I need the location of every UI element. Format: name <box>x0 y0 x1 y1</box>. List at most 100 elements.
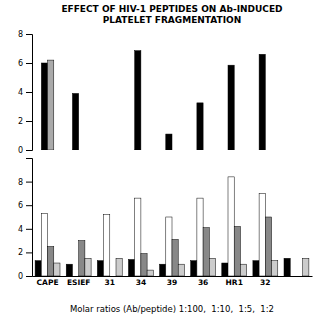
tick-label: 0 <box>18 146 23 155</box>
axis-line <box>26 35 33 151</box>
bar <box>296 276 302 277</box>
bar <box>110 150 116 151</box>
tick: 2 <box>18 248 32 257</box>
tick: 6 <box>18 59 32 68</box>
tick-label: ESIEF <box>67 278 91 287</box>
bar <box>41 63 47 150</box>
bar <box>116 258 122 276</box>
bar <box>48 60 54 150</box>
bar <box>203 228 209 276</box>
tick-mark <box>26 182 32 183</box>
tick: 34 <box>136 278 146 287</box>
tick-mark <box>26 34 32 35</box>
tick: 4 <box>18 88 32 97</box>
tick: ESIEF <box>67 278 91 287</box>
tick: HR1 <box>226 278 243 287</box>
tick-label: 36 <box>198 278 208 287</box>
bar <box>228 65 234 150</box>
tick-label: 31 <box>105 278 115 287</box>
series <box>41 51 265 150</box>
tick-label: 6 <box>18 59 23 68</box>
bar <box>259 54 265 150</box>
bar <box>234 150 240 151</box>
bar <box>191 261 197 276</box>
tick: 8 <box>18 30 32 39</box>
tick-mark <box>26 252 32 253</box>
bar <box>240 264 246 276</box>
bar <box>41 213 47 276</box>
tick-label: 6 <box>18 201 23 210</box>
series <box>54 258 309 276</box>
tick-mark <box>26 205 32 206</box>
bar <box>290 276 296 277</box>
bar <box>272 261 278 276</box>
tick-mark <box>26 92 32 93</box>
bar <box>197 103 203 150</box>
bar <box>197 198 203 276</box>
bar <box>290 150 296 151</box>
tick: 4 <box>18 225 32 234</box>
bar <box>72 93 78 150</box>
y-axis: 0 2 4 6 8 <box>18 159 33 282</box>
tick-mark <box>26 276 32 277</box>
bar <box>110 276 116 277</box>
bars <box>41 51 265 150</box>
bar <box>104 150 110 151</box>
bar <box>172 150 178 151</box>
bar <box>104 215 110 276</box>
panel: 0 2 4 6 8 <box>18 30 265 155</box>
tick: 32 <box>260 278 270 287</box>
bar <box>79 241 85 276</box>
tick-label: 34 <box>136 278 146 287</box>
bar <box>72 276 78 277</box>
tick-label: 8 <box>18 30 23 39</box>
tick-label: 39 <box>167 278 177 287</box>
bar <box>166 134 172 150</box>
tick: 2 <box>18 117 32 126</box>
series <box>48 60 54 150</box>
tick: 0 <box>18 146 32 155</box>
bar <box>141 254 147 276</box>
bar <box>209 258 215 276</box>
tick-label: 4 <box>18 225 23 234</box>
bar <box>128 259 134 276</box>
tick: CAPE <box>37 278 59 287</box>
bar <box>172 239 178 276</box>
x-axis: CAPE ESIEF 31 34 39 36 HR1 32 <box>33 277 313 288</box>
tick-mark <box>26 150 32 151</box>
tick: 36 <box>198 278 208 287</box>
tick-label: 0 <box>18 272 23 281</box>
panel: 0 2 4 6 8 CAPE ESIEF 31 34 39 36 HR1 32 <box>18 159 313 288</box>
series <box>48 217 272 276</box>
bar <box>284 258 290 276</box>
axis-line <box>33 276 313 277</box>
subtitle: PLATELET FRAGMENTATION <box>103 15 242 25</box>
x-label: Molar ratios (Ab/peptide) 1:100, 1:10, 1… <box>70 304 274 314</box>
tick-mark <box>26 229 32 230</box>
tick-label: 32 <box>260 278 270 287</box>
series <box>41 177 265 276</box>
bar <box>147 270 153 276</box>
bar <box>253 261 259 276</box>
axis-line <box>26 159 33 277</box>
bar <box>135 198 141 276</box>
tick-mark <box>26 63 32 64</box>
tick: 39 <box>167 278 177 287</box>
tick: 8 <box>18 178 32 187</box>
tick-label: 2 <box>18 248 23 257</box>
bar <box>265 150 271 151</box>
bar <box>228 177 234 276</box>
series <box>35 258 290 276</box>
bar <box>296 150 302 151</box>
bar <box>160 264 166 276</box>
y-axis: 0 2 4 6 8 <box>18 30 33 155</box>
bar <box>85 258 91 276</box>
bar <box>35 261 41 276</box>
tick: 31 <box>105 278 115 287</box>
bar <box>97 261 103 276</box>
title: EFFECT OF HIV-1 PEPTIDES ON Ab-INDUCED <box>61 4 282 14</box>
tick-mark <box>26 121 32 122</box>
bar <box>178 264 184 276</box>
bar <box>265 217 271 276</box>
bars <box>35 177 309 276</box>
